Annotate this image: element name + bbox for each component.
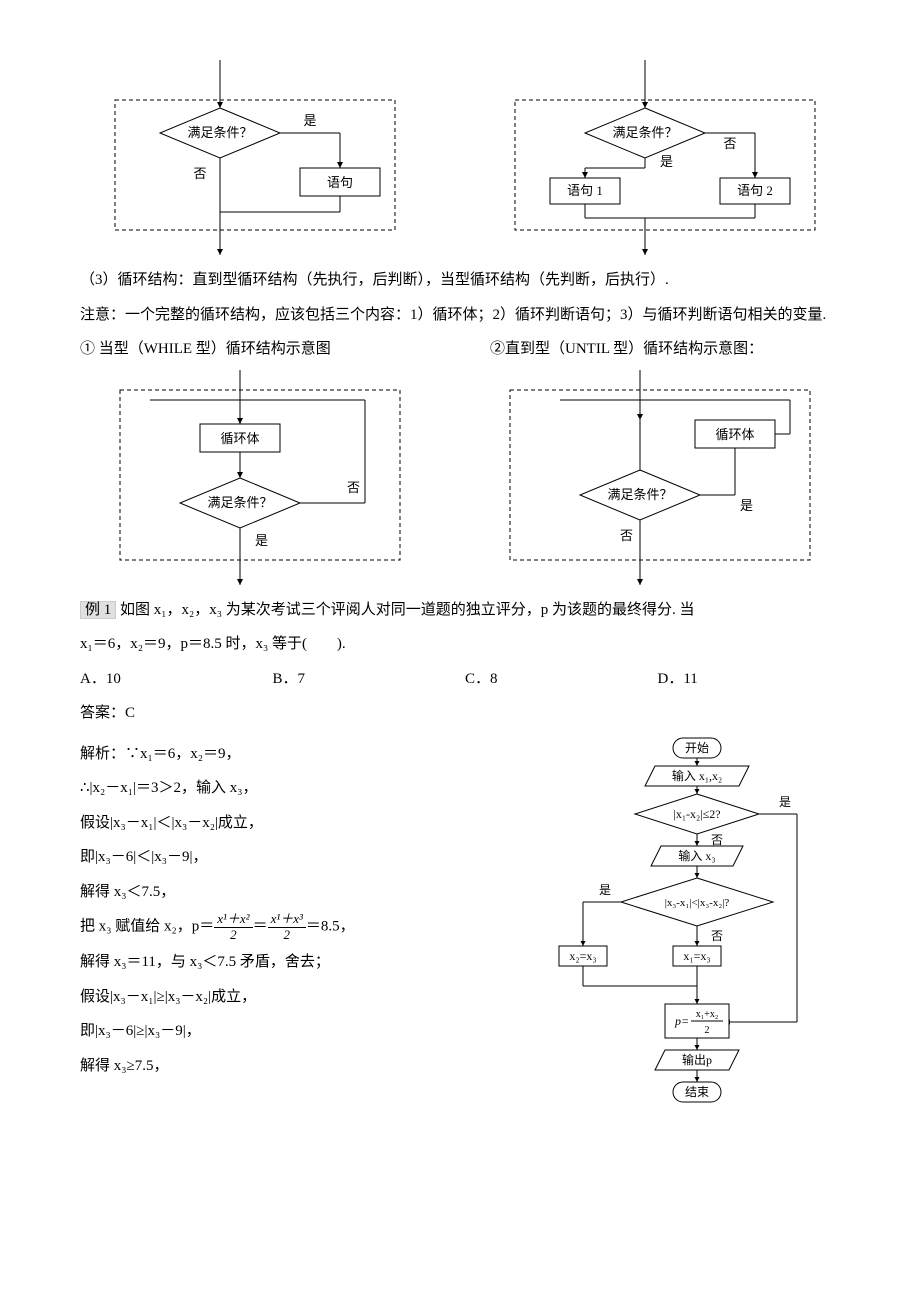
d3-body: 循环体 bbox=[220, 431, 259, 446]
example-flowchart: 开始 输入 x₁,x₂ |x₁-x₂|≤2? 是 否 输入 x₃ |x₃-x₁|… bbox=[525, 734, 840, 1124]
flowchart-if-else-svg: 满足条件？ 是 语句 1 否 语句 2 bbox=[505, 60, 825, 260]
option-c: C．8 bbox=[465, 665, 648, 694]
fc-p-den: 2 bbox=[704, 1025, 709, 1036]
d2-stmt2: 语句 2 bbox=[737, 183, 773, 198]
fc-assign-right: x₁=x₃ bbox=[683, 949, 710, 963]
para-loop-note: 注意：一个完整的循环结构，应该包括三个内容：1）循环体；2）循环判断语句；3）与… bbox=[80, 301, 840, 330]
flowchart-if-else: 满足条件？ 是 语句 1 否 语句 2 bbox=[490, 60, 840, 260]
example-line1: 例 1 如图 x₁，x₂，x₃ 为某次考试三个评阅人对同一道题的独立评分，p 为… bbox=[80, 596, 840, 625]
d2-stmt1: 语句 1 bbox=[567, 183, 603, 198]
d4-dec: 满足条件？ bbox=[607, 487, 672, 502]
frac-mid: ＝ bbox=[253, 918, 268, 934]
flowchart-until: 循环体 满足条件？ 是 否 bbox=[480, 370, 840, 590]
example-label: 例 1 bbox=[80, 601, 116, 619]
d3-yes: 是 bbox=[255, 533, 268, 548]
solution-area: 解析：∵x₁＝6，x₂＝9， ∴|x₂－x₁|＝3＞2，输入 x₃， 假设|x₃… bbox=[80, 734, 840, 1124]
sol2-line-0: 解得 x₃＝11，与 x₃＜7.5 矛盾，舍去； bbox=[80, 948, 505, 977]
flowchart-if-then: 满足条件？ 是 语句 否 bbox=[80, 60, 430, 260]
example-flowchart-svg: 开始 输入 x₁,x₂ |x₁-x₂|≤2? 是 否 输入 x₃ |x₃-x₁|… bbox=[553, 734, 813, 1124]
flowchart-until-svg: 循环体 满足条件？ 是 否 bbox=[500, 370, 820, 590]
frac1: x¹＋x²2 bbox=[214, 912, 252, 942]
sol-line-3: 即|x₃－6|＜|x₃－9|， bbox=[80, 843, 505, 872]
sol-line-2: 假设|x₃－x₁|＜|x₃－x₂|成立， bbox=[80, 809, 505, 838]
d3-no: 否 bbox=[347, 480, 360, 495]
fc-out: 输出p bbox=[682, 1052, 712, 1067]
label-while: ① 当型（WHILE 型）循环结构示意图 bbox=[80, 335, 430, 364]
frac-suffix: ＝8.5， bbox=[306, 918, 355, 934]
d3-dec: 满足条件？ bbox=[207, 495, 272, 510]
frac-prefix: 把 x₃ 赋值给 x₂，p＝ bbox=[80, 918, 214, 934]
sol2-line-1: 假设|x₃－x₁|≥|x₃－x₂|成立， bbox=[80, 983, 505, 1012]
label-until-text: ②直到型（UNTIL 型）循环结构示意图： bbox=[490, 341, 763, 357]
fc-yes2: 是 bbox=[599, 883, 611, 897]
option-d: D．11 bbox=[658, 665, 841, 694]
fc-start: 开始 bbox=[685, 741, 709, 755]
d1-decision-text: 满足条件？ bbox=[187, 125, 252, 140]
fc-in12: 输入 x₁,x₂ bbox=[671, 768, 721, 783]
fc-p-prefix: p= bbox=[674, 1014, 689, 1028]
fc-p-num: x₁+x₂ bbox=[695, 1009, 718, 1020]
loop-label-row: ① 当型（WHILE 型）循环结构示意图 ②直到型（UNTIL 型）循环结构示意… bbox=[80, 335, 840, 364]
frac1-den: 2 bbox=[214, 928, 252, 943]
frac1-num: x¹＋x² bbox=[214, 912, 252, 928]
para-loop-intro: （3）循环结构：直到型循环结构（先执行，后判断），当型循环结构（先判断，后执行）… bbox=[80, 266, 840, 295]
d4-body: 循环体 bbox=[715, 427, 754, 442]
fc-yes1: 是 bbox=[779, 795, 791, 809]
d2-no: 否 bbox=[723, 136, 736, 151]
fc-cond2: |x₃-x₁|<|x₃-x₂|? bbox=[664, 897, 729, 909]
fc-cond1: |x₁-x₂|≤2? bbox=[673, 807, 720, 821]
solution-l0: 解析：∵x₁＝6，x₂＝9， bbox=[80, 740, 505, 769]
fc-end: 结束 bbox=[685, 1085, 709, 1099]
top-flowchart-row: 满足条件？ 是 语句 否 满足条件？ 是 bbox=[80, 60, 840, 260]
fc-assign-left: x₂=x₃ bbox=[569, 949, 596, 963]
option-b: B．7 bbox=[273, 665, 456, 694]
sol-line-0: ∵x₁＝6，x₂＝9， bbox=[125, 746, 240, 762]
d1-yes: 是 bbox=[303, 113, 316, 128]
sol-line-4: 解得 x₃＜7.5， bbox=[80, 878, 505, 907]
d2-yes: 是 bbox=[660, 154, 673, 169]
sol2-line-3: 解得 x₃≥7.5， bbox=[80, 1052, 505, 1081]
example-options: A．10 B．7 C．8 D．11 bbox=[80, 665, 840, 694]
frac2-num: x¹＋x³ bbox=[268, 912, 306, 928]
label-until: ②直到型（UNTIL 型）循环结构示意图： bbox=[490, 335, 840, 364]
sol-frac-line: 把 x₃ 赋值给 x₂，p＝x¹＋x²2＝x¹＋x³2＝8.5， bbox=[80, 912, 505, 942]
d4-no: 否 bbox=[620, 528, 633, 543]
fc-no1: 否 bbox=[711, 833, 723, 847]
d1-stmt: 语句 bbox=[327, 175, 353, 190]
fc-in3: 输入 x₃ bbox=[678, 848, 715, 863]
answer-line: 答案：C bbox=[80, 699, 840, 728]
loop-flowchart-row: 循环体 满足条件？ 否 是 循环体 满足条件？ bbox=[80, 370, 840, 590]
sol2-line-2: 即|x₃－6|≥|x₃－9|， bbox=[80, 1017, 505, 1046]
frac2: x¹＋x³2 bbox=[268, 912, 306, 942]
sol-line-1: ∴|x₂－x₁|＝3＞2，输入 x₃， bbox=[80, 774, 505, 803]
solution-label: 解析： bbox=[80, 746, 125, 762]
flowchart-while: 循环体 满足条件？ 否 是 bbox=[80, 370, 440, 590]
d2-decision: 满足条件？ bbox=[612, 125, 677, 140]
example-text1: 如图 x₁，x₂，x₃ 为某次考试三个评阅人对同一道题的独立评分，p 为该题的最… bbox=[120, 602, 694, 618]
d1-no: 否 bbox=[193, 166, 206, 181]
flowchart-if-then-svg: 满足条件？ 是 语句 否 bbox=[105, 60, 405, 260]
d4-yes: 是 bbox=[740, 498, 753, 513]
fc-no2: 否 bbox=[711, 929, 723, 943]
example-line2: x₁＝6，x₂＝9，p＝8.5 时，x₃ 等于( ). bbox=[80, 630, 840, 659]
flowchart-while-svg: 循环体 满足条件？ 否 是 bbox=[110, 370, 410, 590]
option-a: A．10 bbox=[80, 665, 263, 694]
solution-text: 解析：∵x₁＝6，x₂＝9， ∴|x₂－x₁|＝3＞2，输入 x₃， 假设|x₃… bbox=[80, 734, 505, 1087]
frac2-den: 2 bbox=[268, 928, 306, 943]
